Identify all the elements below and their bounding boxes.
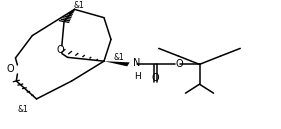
Text: H: H	[134, 72, 141, 81]
Text: N: N	[133, 58, 140, 68]
Text: &1: &1	[17, 105, 28, 114]
Text: O: O	[176, 59, 183, 69]
Text: &1: &1	[74, 1, 85, 10]
Polygon shape	[104, 61, 130, 66]
Text: O: O	[151, 73, 159, 83]
Text: O: O	[7, 64, 15, 74]
Text: O: O	[57, 45, 65, 55]
Text: &1: &1	[114, 53, 124, 62]
